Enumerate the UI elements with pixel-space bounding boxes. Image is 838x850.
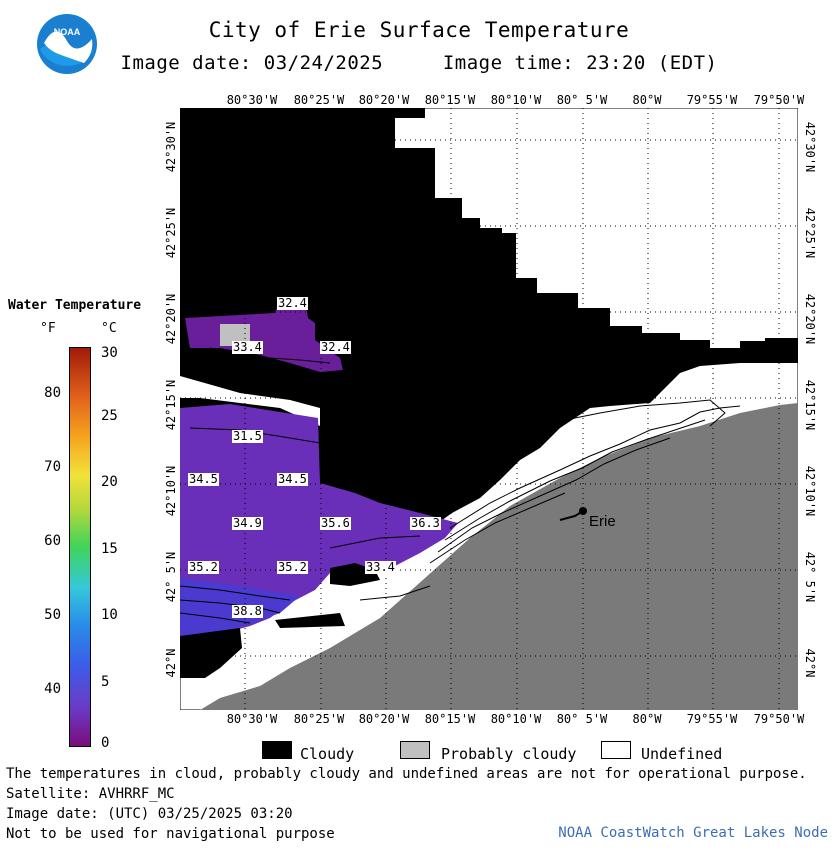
tick-c: 10: [101, 607, 118, 623]
legend-label-probably-cloudy: Probably cloudy: [441, 745, 577, 763]
tick-f: 70: [44, 459, 61, 475]
lon-bottom-label: 79°55'W: [686, 712, 738, 726]
legend-title: Water Temperature: [8, 298, 142, 313]
tick-c: 30: [101, 345, 118, 361]
grid-lines: [180, 108, 798, 710]
lat-left-label: 42°15'N: [164, 379, 178, 431]
lon-bottom-label: 80°20'W: [358, 712, 410, 726]
legend-swatch-probably-cloudy: [400, 741, 430, 759]
legend-swatch-undefined: [601, 741, 631, 759]
navigation-warning: Not to be used for navigational purpose: [6, 826, 335, 842]
water-temp-region: [185, 298, 343, 372]
lat-right-label: 42°15'N: [803, 379, 817, 431]
credit-text: NOAA CoastWatch Great Lakes Node: [558, 825, 828, 841]
tick-c: 20: [101, 474, 118, 490]
legend-swatch-cloudy: [262, 741, 292, 759]
temperature-label: 32.4: [320, 340, 351, 354]
city-label-erie: Erie: [589, 513, 616, 530]
water-temp-region: [180, 404, 458, 638]
lon-top-label: 80°W: [632, 93, 662, 107]
lon-top-label: 80°20'W: [358, 93, 410, 107]
lon-bottom-label: 80°15'W: [424, 712, 476, 726]
lat-right-label: 42° 5'N: [803, 551, 817, 603]
temperature-map: 32.4 33.4 32.4 31.5 34.5 34.5 34.9 35.6 …: [179, 107, 799, 714]
disclaimer-text: The temperatures in cloud, probably clou…: [6, 766, 807, 782]
contour-lines: [179, 347, 741, 624]
temperature-label: 35.2: [188, 560, 219, 574]
tick-f: 50: [44, 607, 61, 623]
cloud-region: [275, 613, 345, 628]
lat-left-label: 42°30'N: [164, 121, 178, 173]
temperature-label: 34.5: [188, 472, 219, 486]
utc-date-text: Image date: (UTC) 03/25/2025 03:20: [6, 806, 293, 822]
lon-top-label: 79°55'W: [686, 93, 738, 107]
cloud-region: [180, 628, 242, 678]
tick-c: 5: [101, 674, 110, 690]
tick-f: 80: [44, 385, 61, 401]
unit-fahrenheit: °F: [40, 321, 56, 336]
lat-right-label: 42°30'N: [803, 121, 817, 173]
lon-top-label: 80°15'W: [424, 93, 476, 107]
temperature-label: 32.4: [277, 296, 308, 310]
lat-right-label: 42°20'N: [803, 293, 817, 345]
lat-left-label: 42°10'N: [164, 465, 178, 517]
undefined-region: [180, 376, 320, 426]
unit-celsius: °C: [101, 321, 117, 336]
lat-left-label: 42°25'N: [164, 207, 178, 259]
temperature-label: 38.8: [232, 604, 263, 618]
erie-coastline-spit: [559, 510, 584, 521]
satellite-text: Satellite: AVHRRF_MC: [6, 786, 175, 802]
lon-bottom-label: 80°25'W: [293, 712, 345, 726]
temperature-label: 31.5: [232, 429, 263, 443]
temperature-label: 35.2: [277, 560, 308, 574]
logo-text: NOAA: [54, 27, 81, 37]
temperature-label: 34.5: [277, 472, 308, 486]
temperature-label: 33.4: [365, 560, 396, 574]
tick-f: 60: [44, 533, 61, 549]
lat-right-label: 42°N: [803, 648, 817, 678]
lon-top-label: 79°50'W: [753, 93, 805, 107]
noaa-logo: NOAA: [36, 13, 98, 75]
lon-bottom-label: 79°50'W: [753, 712, 805, 726]
tick-c: 25: [101, 408, 118, 424]
lon-top-label: 80° 5'W: [556, 93, 608, 107]
lon-top-label: 80°10'W: [490, 93, 542, 107]
image-date-time: Image date: 03/24/2025 Image time: 23:20…: [120, 52, 718, 74]
legend-label-undefined: Undefined: [641, 745, 723, 763]
lon-bottom-label: 80°30'W: [226, 712, 278, 726]
cloud-region: [180, 108, 798, 523]
probably-cloudy-region: [220, 324, 250, 346]
lat-right-label: 42°25'N: [803, 207, 817, 259]
page-title: City of Erie Surface Temperature: [208, 18, 630, 42]
temperature-colorbar: [69, 347, 91, 747]
temperature-label: 36.3: [410, 516, 441, 530]
lat-left-label: 42°20'N: [164, 293, 178, 345]
lat-right-label: 42°10'N: [803, 465, 817, 517]
tick-f: 40: [44, 681, 61, 697]
lat-left-label: 42° 5'N: [164, 551, 178, 603]
lon-bottom-label: 80°W: [632, 712, 662, 726]
tick-c: 15: [101, 541, 118, 557]
temperature-label: 34.9: [232, 516, 263, 530]
tick-c: 0: [101, 735, 110, 751]
lon-bottom-label: 80° 5'W: [556, 712, 608, 726]
lon-bottom-label: 80°10'W: [490, 712, 542, 726]
lon-top-label: 80°30'W: [226, 93, 278, 107]
temperature-label: 35.6: [320, 516, 351, 530]
lat-left-label: 42°N: [164, 648, 178, 678]
temperature-label: 33.4: [232, 340, 263, 354]
lon-top-label: 80°25'W: [293, 93, 345, 107]
legend-label-cloudy: Cloudy: [300, 745, 355, 763]
